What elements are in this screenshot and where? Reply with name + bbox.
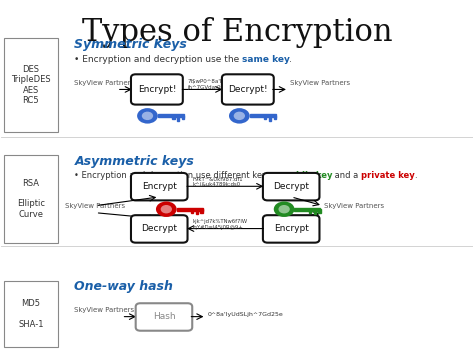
FancyBboxPatch shape	[4, 155, 58, 243]
Circle shape	[234, 111, 245, 120]
FancyBboxPatch shape	[263, 215, 319, 243]
FancyArrow shape	[201, 209, 203, 213]
Text: Decrypt: Decrypt	[273, 182, 309, 191]
FancyBboxPatch shape	[222, 74, 274, 105]
Text: Hash: Hash	[153, 312, 175, 321]
Text: public key: public key	[284, 171, 332, 180]
Circle shape	[156, 201, 177, 217]
Circle shape	[278, 205, 290, 213]
Text: same key: same key	[242, 55, 290, 64]
FancyArrow shape	[196, 209, 198, 214]
FancyBboxPatch shape	[263, 173, 319, 200]
Text: Encrypt: Encrypt	[274, 224, 309, 234]
Text: 0^8a'lyUdSLjh^7Gd25e: 0^8a'lyUdSLjh^7Gd25e	[208, 312, 283, 317]
FancyBboxPatch shape	[4, 38, 58, 132]
FancyBboxPatch shape	[4, 282, 58, 346]
FancyArrow shape	[177, 116, 179, 121]
FancyBboxPatch shape	[131, 173, 188, 200]
Circle shape	[161, 205, 172, 213]
Text: SkyView Partners: SkyView Partners	[74, 307, 135, 313]
Text: Encrypt: Encrypt	[142, 182, 177, 191]
FancyArrow shape	[314, 209, 316, 214]
FancyArrow shape	[309, 209, 311, 213]
Circle shape	[274, 201, 294, 217]
Text: Types of Encryption: Types of Encryption	[82, 17, 392, 48]
Text: Public: Public	[278, 219, 299, 225]
Text: • Encryption and decryption use different keys, a: • Encryption and decryption use differen…	[74, 171, 285, 180]
Text: Symmetric Keys: Symmetric Keys	[74, 38, 187, 51]
FancyArrow shape	[294, 208, 320, 211]
Text: and a: and a	[332, 171, 361, 180]
Text: DES
TripleDES
AES
RC5: DES TripleDES AES RC5	[11, 65, 51, 105]
Circle shape	[229, 108, 250, 124]
Text: SkyView Partners: SkyView Partners	[324, 203, 384, 209]
FancyBboxPatch shape	[131, 74, 183, 105]
Text: SkyView Partners: SkyView Partners	[74, 80, 135, 86]
Circle shape	[142, 111, 153, 120]
FancyBboxPatch shape	[131, 215, 188, 243]
Text: SkyView Partners: SkyView Partners	[290, 80, 350, 86]
Text: kjk^jd7k%TNw6f7lW: kjk^jd7k%TNw6f7lW	[192, 219, 247, 224]
Text: F9kT^&Ukf987:df1: F9kT^&Ukf987:df1	[192, 177, 243, 182]
FancyArrow shape	[318, 209, 320, 213]
Text: Private: Private	[159, 219, 183, 225]
Text: Decrypt: Decrypt	[141, 224, 177, 234]
Text: 7l$wP0^8a'lyUdSL: 7l$wP0^8a'lyUdSL	[188, 79, 239, 84]
FancyArrow shape	[182, 116, 184, 119]
FancyBboxPatch shape	[136, 303, 192, 331]
FancyArrow shape	[273, 116, 276, 119]
Text: .: .	[414, 171, 417, 180]
Text: jh^7GVda;0ydh.: jh^7GVda;0ydh.	[188, 85, 233, 90]
Text: One-way hash: One-way hash	[74, 280, 173, 293]
FancyArrow shape	[264, 116, 266, 119]
Text: k^(&uk4789k:ds0: k^(&uk4789k:ds0	[192, 182, 240, 187]
FancyArrow shape	[172, 116, 174, 119]
Text: Asymmetric keys: Asymmetric keys	[74, 155, 194, 168]
Text: RSA

Elliptic
Curve: RSA Elliptic Curve	[17, 179, 45, 219]
Text: • Encryption and decryption use the: • Encryption and decryption use the	[74, 55, 243, 64]
Text: Decrypt!: Decrypt!	[228, 85, 268, 94]
FancyArrow shape	[158, 114, 184, 117]
Text: lqY#D=l45j0R@9+: lqY#D=l45j0R@9+	[192, 225, 243, 230]
Text: .: .	[289, 55, 292, 64]
FancyArrow shape	[177, 208, 202, 211]
Text: MD5

SHA-1: MD5 SHA-1	[18, 299, 44, 329]
FancyArrow shape	[269, 116, 271, 121]
Circle shape	[137, 108, 158, 124]
Text: Encrypt!: Encrypt!	[137, 85, 176, 94]
FancyArrow shape	[250, 114, 276, 117]
Text: SkyView Partners: SkyView Partners	[65, 203, 125, 209]
Text: private key: private key	[361, 171, 414, 180]
FancyArrow shape	[191, 209, 193, 213]
